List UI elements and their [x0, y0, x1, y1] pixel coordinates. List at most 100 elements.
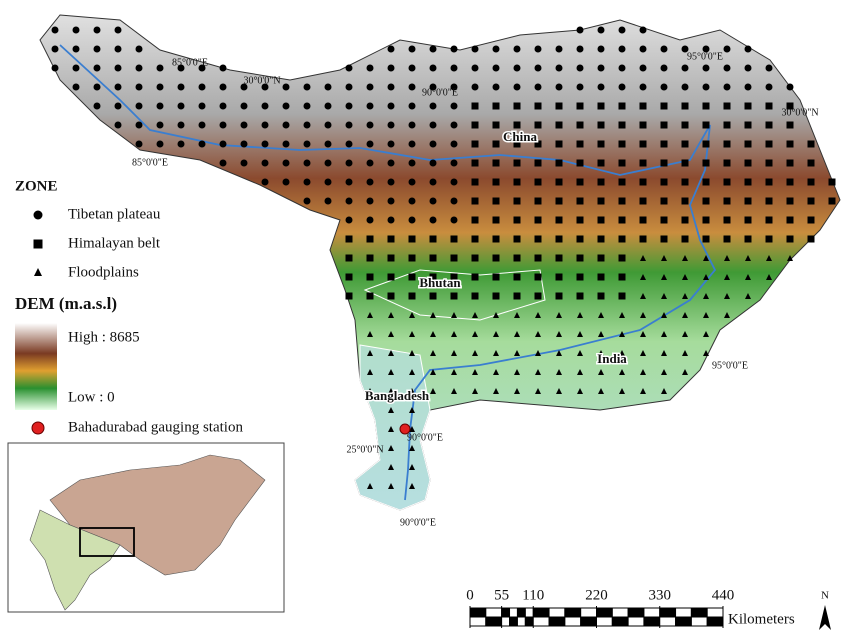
himalayan-marker [450, 235, 458, 243]
himalayan-marker [702, 159, 710, 167]
himalayan-marker [744, 197, 752, 205]
tibetan-marker [219, 64, 227, 72]
scale-segment [596, 607, 613, 618]
tibetan-marker [744, 45, 752, 53]
tibetan-marker [450, 121, 458, 129]
floodplain-marker [661, 312, 667, 318]
himalayan-marker [366, 273, 374, 281]
himalayan-marker [576, 273, 584, 281]
himalayan-marker [513, 235, 521, 243]
himalayan-marker [408, 273, 416, 281]
floodplain-marker [724, 293, 730, 299]
tibetan-marker [261, 140, 269, 148]
himalayan-marker [681, 216, 689, 224]
himalayan-marker [618, 121, 626, 129]
tibetan-marker [387, 140, 395, 148]
himalayan-marker [597, 216, 605, 224]
himalayan-marker [555, 178, 563, 186]
tibetan-marker [345, 197, 353, 205]
tibetan-marker [387, 121, 395, 129]
tibetan-marker [513, 45, 521, 53]
tibetan-marker [597, 45, 605, 53]
himalayan-marker [555, 121, 563, 129]
himalayan-marker [681, 235, 689, 243]
tibetan-marker [303, 197, 311, 205]
himalayan-marker [702, 197, 710, 205]
himalayan-marker [639, 121, 647, 129]
himalayan-marker [723, 102, 731, 110]
himalayan-marker [597, 140, 605, 148]
himalayan-marker [744, 102, 752, 110]
himalayan-marker [534, 102, 542, 110]
himalayan-marker [492, 102, 500, 110]
tibetan-marker [366, 216, 374, 224]
floodplain-marker [367, 388, 373, 394]
tibetan-marker [345, 102, 353, 110]
tibetan-marker [261, 159, 269, 167]
himalayan-marker [702, 178, 710, 186]
floodplain-marker [556, 369, 562, 375]
tibetan-marker [198, 121, 206, 129]
scale-segment [524, 607, 534, 618]
tibetan-marker [702, 64, 710, 72]
scale-segment [469, 616, 487, 627]
himalayan-marker [807, 178, 815, 186]
river [59, 44, 717, 501]
floodplain-marker [682, 255, 688, 261]
scale-segment [706, 616, 724, 627]
himalayan-marker [534, 197, 542, 205]
floodplain-marker [640, 293, 646, 299]
scale-segment [627, 607, 645, 618]
floodplain-marker [367, 331, 373, 337]
scale-tick-label: 0 [466, 587, 474, 603]
scale-segment [596, 616, 613, 627]
tibetan-marker [135, 45, 143, 53]
himalayan-marker [471, 102, 479, 110]
himalayan-marker [660, 216, 668, 224]
himalayan-marker [681, 197, 689, 205]
floodplain-marker [619, 369, 625, 375]
himalayan-marker [786, 235, 794, 243]
himalayan-marker [576, 216, 584, 224]
tibetan-marker [576, 83, 584, 91]
himalayan-marker [471, 197, 479, 205]
tibetan-marker [345, 140, 353, 148]
himalayan-marker [534, 121, 542, 129]
floodplain-marker [451, 350, 457, 356]
tibetan-marker [219, 102, 227, 110]
floodplain-marker [703, 312, 709, 318]
himalayan-marker [534, 254, 542, 262]
floodplain-marker [640, 255, 646, 261]
floodplain-marker [388, 483, 394, 489]
floodplain-marker [577, 369, 583, 375]
tibetan-marker [450, 83, 458, 91]
himalayan-marker [681, 102, 689, 110]
himalayan-marker [828, 178, 836, 186]
himalayan-marker [618, 140, 626, 148]
himalayan-marker [786, 102, 794, 110]
tibetan-marker [51, 45, 59, 53]
floodplain-marker [472, 369, 478, 375]
himalayan-marker [492, 235, 500, 243]
tibetan-marker [513, 64, 521, 72]
tibetan-marker [492, 64, 500, 72]
scale-segment [659, 616, 677, 627]
scale-segment [469, 607, 487, 618]
himalayan-marker [513, 216, 521, 224]
scale-segment [485, 616, 503, 627]
tibetan-marker [408, 64, 416, 72]
tibetan-marker [261, 178, 269, 186]
tibetan-marker [135, 83, 143, 91]
floodplain-marker [682, 369, 688, 375]
himalayan-marker [807, 159, 815, 167]
tibetan-marker [303, 121, 311, 129]
himalayan-marker [471, 273, 479, 281]
tibetan-marker [366, 140, 374, 148]
tibetan-marker [303, 102, 311, 110]
floodplain-marker [430, 312, 436, 318]
himalayan-marker [660, 235, 668, 243]
tibetan-marker [303, 140, 311, 148]
floodplain-marker [514, 388, 520, 394]
tibetan-marker [408, 159, 416, 167]
himalayan-marker [618, 197, 626, 205]
